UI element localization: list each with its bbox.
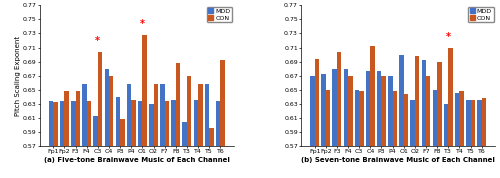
Bar <box>455 93 460 178</box>
Bar <box>422 60 426 178</box>
Bar <box>127 84 131 178</box>
Text: *: * <box>446 32 451 42</box>
Bar <box>370 46 375 178</box>
Bar <box>415 56 420 178</box>
Bar <box>448 48 453 178</box>
Bar <box>49 101 54 178</box>
Bar <box>388 76 392 178</box>
Bar <box>466 100 470 178</box>
Bar <box>326 90 330 178</box>
Bar <box>310 76 314 178</box>
Bar <box>54 102 58 178</box>
Bar <box>482 98 486 178</box>
Bar <box>138 101 142 178</box>
Bar <box>478 100 482 178</box>
Legend: MDD, CON: MDD, CON <box>206 7 233 22</box>
Bar <box>198 84 202 178</box>
Bar <box>404 94 408 178</box>
Bar <box>205 84 209 178</box>
Bar <box>392 91 397 178</box>
Text: *: * <box>96 36 100 46</box>
Bar <box>460 91 464 178</box>
Legend: MDD, CON: MDD, CON <box>468 7 494 22</box>
Text: *: * <box>140 19 145 29</box>
Bar <box>160 84 164 178</box>
Bar <box>64 91 69 178</box>
Bar <box>194 100 198 178</box>
Bar <box>348 76 352 178</box>
Bar <box>86 101 91 178</box>
Bar <box>314 59 319 178</box>
Bar <box>382 76 386 178</box>
X-axis label: (b) Seven-tone Brainwave Music of Each Channel: (b) Seven-tone Brainwave Music of Each C… <box>302 157 495 163</box>
Bar <box>216 101 220 178</box>
Bar <box>344 69 348 178</box>
Bar <box>71 101 76 178</box>
Bar <box>116 97 120 178</box>
X-axis label: (a) Five-tone Brainwave Music of Each Channel: (a) Five-tone Brainwave Music of Each Ch… <box>44 157 230 163</box>
Bar <box>470 100 475 178</box>
Bar <box>354 90 359 178</box>
Bar <box>109 76 114 178</box>
Bar <box>142 35 147 178</box>
Bar <box>366 71 370 178</box>
Bar <box>154 84 158 178</box>
Bar <box>82 84 86 178</box>
Bar <box>149 104 154 178</box>
Bar <box>104 69 109 178</box>
Bar <box>332 69 337 178</box>
Bar <box>337 52 342 178</box>
Bar <box>94 116 98 178</box>
Bar <box>322 74 326 178</box>
Bar <box>444 104 448 178</box>
Bar <box>426 76 430 178</box>
Bar <box>187 76 192 178</box>
Bar <box>182 122 187 178</box>
Bar <box>220 60 225 178</box>
Bar <box>209 128 214 178</box>
Bar <box>76 91 80 178</box>
Bar <box>172 100 176 178</box>
Bar <box>60 101 64 178</box>
Bar <box>377 71 382 178</box>
Y-axis label: Pitch Scaling Exponent: Pitch Scaling Exponent <box>16 36 22 116</box>
Bar <box>120 119 124 178</box>
Bar <box>432 90 437 178</box>
Bar <box>164 101 169 178</box>
Bar <box>98 52 102 178</box>
Bar <box>410 100 415 178</box>
Bar <box>359 91 364 178</box>
Bar <box>400 55 404 178</box>
Bar <box>176 63 180 178</box>
Bar <box>131 100 136 178</box>
Bar <box>437 62 442 178</box>
